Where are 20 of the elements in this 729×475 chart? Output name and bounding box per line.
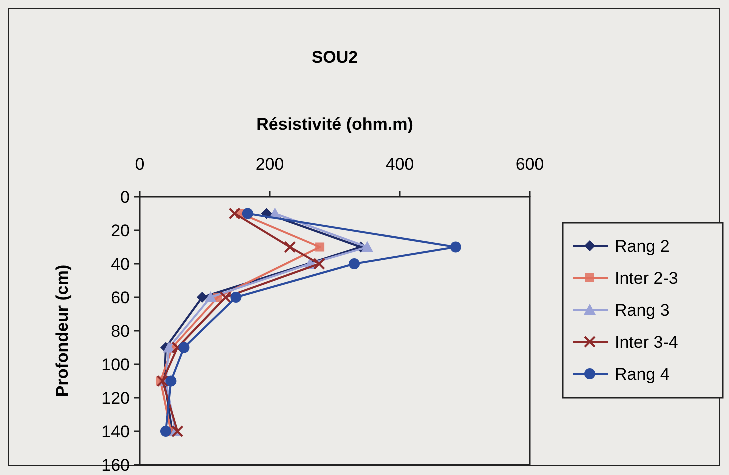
y-tick-label: 40: [111, 254, 130, 274]
y-tick-label: 140: [102, 422, 130, 442]
legend-label: Inter 3-4: [615, 332, 678, 352]
legend-label: Rang 3: [615, 300, 670, 320]
x-tick-label: 600: [516, 155, 544, 174]
x-tick-label: 0: [135, 155, 145, 174]
y-tick-label: 80: [111, 322, 130, 341]
legend-label: Rang 2: [615, 236, 670, 256]
y-tick-label: 120: [102, 388, 130, 408]
legend-label: Rang 4: [615, 364, 670, 384]
y-tick-label: 20: [111, 221, 130, 240]
x-tick-label: 200: [256, 155, 284, 174]
x-axis-title: Résistivité (ohm.m): [256, 115, 414, 134]
x-tick-label: 400: [386, 155, 414, 174]
y-axis-title: Profondeur (cm): [53, 264, 72, 398]
y-tick-label: 0: [120, 188, 130, 207]
legend-label: Inter 2-3: [615, 268, 678, 288]
y-tick-label: 60: [111, 288, 130, 308]
chart-title: SOU2: [312, 48, 358, 67]
y-tick-label: 100: [102, 355, 130, 374]
